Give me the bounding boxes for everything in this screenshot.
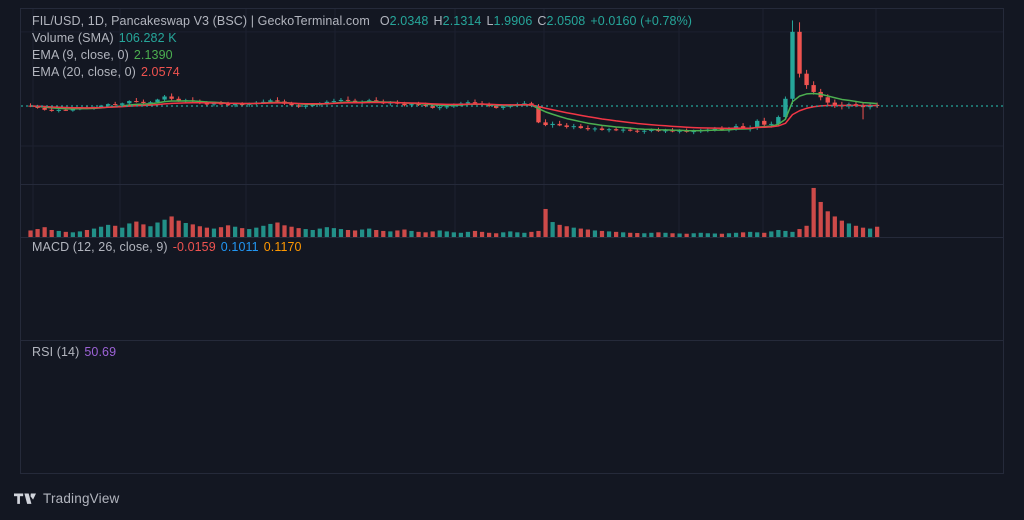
tradingview-logo-icon <box>14 493 36 504</box>
volume-chart-svg[interactable] <box>21 185 1003 237</box>
price-axis[interactable] <box>915 9 1003 475</box>
price-pane[interactable] <box>21 9 1003 184</box>
rsi-pane[interactable] <box>21 341 1003 474</box>
price-chart-svg[interactable] <box>21 9 1003 184</box>
pane-divider-macd-rsi <box>21 340 1003 341</box>
volume-pane[interactable] <box>21 185 1003 237</box>
macd-chart-svg[interactable] <box>21 238 1003 340</box>
tradingview-branding: TradingView <box>14 491 120 506</box>
macd-pane[interactable] <box>21 238 1003 340</box>
pane-divider-volume-macd <box>21 237 1003 238</box>
chart-frame <box>20 8 1004 474</box>
rsi-chart-svg[interactable] <box>21 341 1003 474</box>
tradingview-wordmark: TradingView <box>43 491 120 506</box>
pane-divider-price-volume <box>21 184 1003 185</box>
time-axis[interactable] <box>20 475 1004 497</box>
